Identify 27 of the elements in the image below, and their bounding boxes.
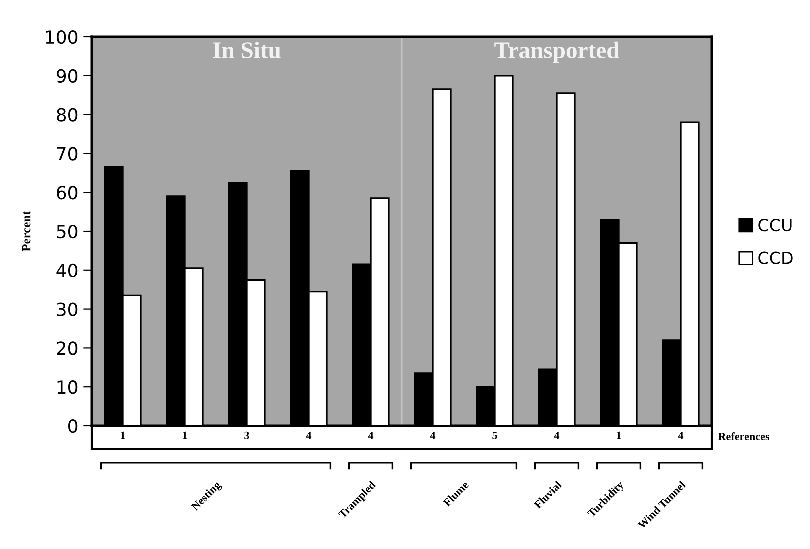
x-tick-label: 4 <box>306 432 312 440</box>
x-axis-title: References <box>718 432 770 440</box>
y-axis-title: Percent <box>22 211 31 252</box>
y-tick-label: 0 <box>68 419 78 434</box>
x-tick-label: 1 <box>183 432 188 440</box>
y-tick-label: 100 <box>46 30 78 44</box>
x-tick-label: 3 <box>244 432 250 440</box>
y-tick-label: 80 <box>57 108 78 122</box>
legend-label: CCU <box>758 219 792 232</box>
x-tick-label: 5 <box>492 432 498 440</box>
annotation: In Situ <box>213 42 281 59</box>
y-tick-label: 90 <box>56 69 78 84</box>
x-tick-label: 4 <box>430 432 436 440</box>
x-tick-label: 1 <box>121 432 126 440</box>
x-tick-label: 4 <box>554 432 560 440</box>
y-tick-label: 20 <box>57 342 78 356</box>
y-tick-label: 10 <box>58 380 78 394</box>
legend-label: CCD <box>758 252 793 264</box>
y-tick-label: 30 <box>57 302 78 316</box>
y-tick-label: 50 <box>57 224 78 239</box>
x-tick-label: 1 <box>617 432 622 440</box>
x-tick-label: 4 <box>678 432 684 440</box>
annotation: Transported <box>494 42 620 64</box>
x-tick-label: 4 <box>368 432 374 440</box>
y-tick-label: 40 <box>56 264 78 278</box>
y-tick-label: 60 <box>57 186 78 200</box>
y-tick-label: 70 <box>57 147 78 161</box>
